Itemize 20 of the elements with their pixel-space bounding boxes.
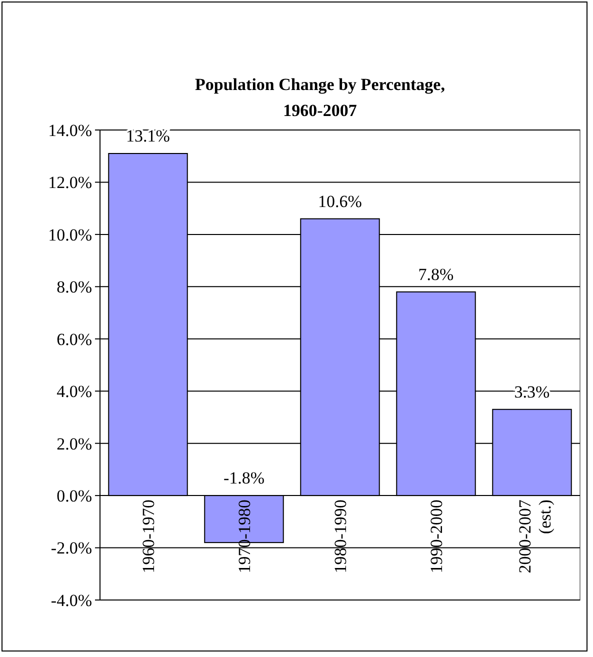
x-tick-label: 1970-1980: [234, 500, 254, 574]
y-tick-label: 14.0%: [48, 120, 92, 140]
y-tick-label: -2.0%: [50, 538, 92, 558]
y-tick-label: 10.0%: [48, 225, 92, 244]
x-tick-label: 1990-2000: [426, 500, 446, 574]
y-tick-label: 6.0%: [56, 330, 92, 349]
data-label: -1.8%: [223, 468, 265, 488]
data-label: 10.6%: [318, 192, 362, 211]
y-tick-label: 0.0%: [56, 486, 92, 506]
y-tick-label: 4.0%: [56, 382, 92, 402]
y-tick-label: 12.0%: [48, 173, 92, 192]
y-tick-label: -4.0%: [50, 590, 92, 610]
y-tick-label: 8.0%: [56, 278, 92, 297]
y-tick-label: 2.0%: [56, 434, 92, 454]
chart-title: Population Change by Percentage, 1960-2007: [195, 75, 445, 120]
x-tick-label: 1960-1970: [138, 500, 158, 574]
data-label: 13.1%: [126, 126, 170, 146]
x-tick-label: 2000-2007 (est.): [515, 499, 555, 574]
data-label: 7.8%: [418, 264, 454, 284]
x-tick-label: 1980-1990: [330, 500, 350, 574]
